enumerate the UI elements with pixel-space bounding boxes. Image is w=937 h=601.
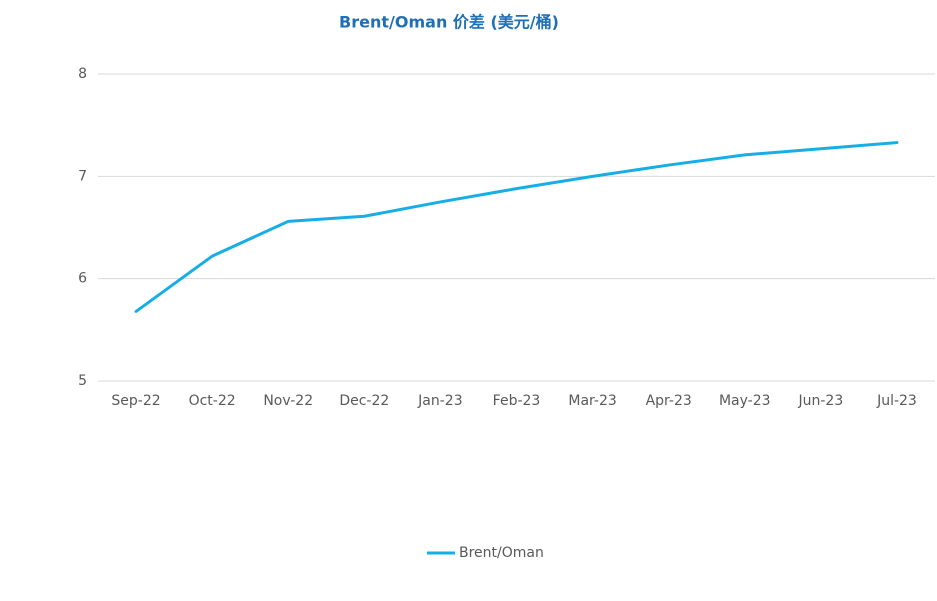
x-tick-label: Oct-22 <box>189 393 236 409</box>
y-tick-label: 7 <box>78 168 87 184</box>
x-tick-label: Nov-22 <box>263 393 313 409</box>
x-tick-label: Sep-22 <box>111 393 160 409</box>
x-tick-label: Jul-23 <box>876 393 917 409</box>
x-tick-label: Jan-23 <box>417 393 462 409</box>
line-series <box>134 141 899 313</box>
y-tick-label: 8 <box>78 66 87 82</box>
x-tick-label: Apr-23 <box>646 393 692 409</box>
y-tick-label: 6 <box>78 271 87 287</box>
x-tick-label: Jun-23 <box>797 393 843 409</box>
x-tick-label: May-23 <box>719 393 771 409</box>
chart-title: Brent/Oman 价差 (美元/桶) <box>339 13 559 32</box>
x-tick-label: Mar-23 <box>568 393 616 409</box>
x-tick-label: Dec-22 <box>339 393 389 409</box>
legend-label: Brent/Oman <box>459 545 544 561</box>
x-tick-label: Feb-23 <box>493 393 541 409</box>
y-tick-label: 5 <box>78 373 87 389</box>
